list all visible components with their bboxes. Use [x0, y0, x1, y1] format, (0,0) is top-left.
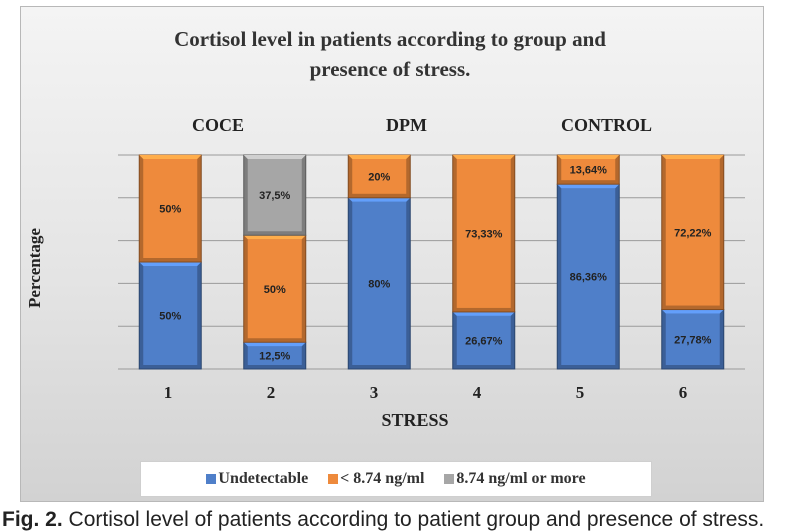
bar-segment-bevel	[661, 155, 724, 159]
group-label-control: CONTROL	[561, 115, 653, 135]
y-axis-label: Percentage	[25, 228, 44, 308]
bar-segment-face	[143, 159, 198, 258]
legend-swatch-orange	[328, 474, 339, 484]
x-tick-label: 6	[678, 383, 688, 402]
bar-segment-bevel	[243, 342, 306, 347]
x-tick-label: 3	[369, 383, 379, 402]
bar-segment-bevel	[348, 197, 411, 202]
chart-title: Cortisol level in patients according to …	[110, 24, 670, 84]
bar-segment-bevel	[557, 155, 620, 159]
chart-title-line-2: presence of stress.	[309, 57, 471, 81]
data-label: 12,5%	[259, 351, 290, 363]
data-label: 86,36%	[570, 272, 608, 284]
chart-title-line-1: Cortisol level in patients according to …	[174, 27, 606, 51]
x-axis-label: STRESS	[381, 410, 449, 430]
bar-segment-face	[247, 239, 302, 339]
data-label: 26,67%	[465, 335, 503, 347]
bar-segment-bevel	[139, 262, 202, 266]
legend-item-low: < 8.74 ng/ml	[328, 470, 424, 488]
bar-segment-face	[247, 159, 302, 232]
data-label: 72,22%	[674, 227, 712, 239]
x-tick-label: 5	[575, 383, 585, 402]
legend-swatch-blue	[206, 474, 217, 484]
legend-label: < 8.74 ng/ml	[340, 470, 425, 487]
bar-segment-face	[143, 266, 198, 365]
x-tick-label: 1	[163, 383, 173, 402]
legend: Undetectable < 8.74 ng/ml 8.74 ng/ml or …	[140, 461, 652, 497]
caption-prefix: Fig. 2.	[2, 508, 63, 531]
data-label: 13,64%	[570, 165, 608, 177]
bar-segment-bevel	[661, 309, 724, 314]
bar-segment-face	[352, 159, 407, 194]
data-label: 50%	[264, 284, 286, 296]
data-label: 27,78%	[674, 334, 712, 346]
bar-segment-face	[561, 188, 616, 365]
data-label: 73,33%	[465, 228, 503, 240]
caption-text: Cortisol level of patients according to …	[68, 508, 765, 531]
bar-segment-face	[665, 159, 720, 306]
bar-segment-bevel	[452, 155, 515, 159]
bar-segment-bevel	[557, 184, 620, 189]
bar-segment-face	[456, 315, 511, 365]
bar-segment-face	[665, 313, 720, 365]
legend-swatch-gray	[444, 474, 455, 484]
data-label: 50%	[159, 311, 181, 323]
bar-segment-face	[352, 201, 407, 365]
figure-caption: Fig. 2. Cortisol level of patients accor…	[2, 508, 786, 531]
bar-segment-face	[247, 346, 302, 365]
bar-segment-bevel	[348, 155, 411, 159]
data-label: 80%	[368, 278, 390, 290]
legend-item-high: 8.74 ng/ml or more	[444, 470, 586, 488]
group-label-dpm: DPM	[386, 115, 427, 135]
data-label: 50%	[159, 204, 181, 216]
bar-segment-bevel	[452, 311, 515, 316]
bar-segment-bevel	[243, 235, 306, 240]
bar-segment-bevel	[243, 155, 306, 159]
legend-item-undetectable: Undetectable	[206, 470, 308, 488]
x-tick-label: 4	[472, 383, 482, 402]
bar-segment-face	[456, 159, 511, 308]
legend-label: Undetectable	[218, 470, 309, 487]
data-label: 20%	[368, 171, 390, 183]
x-tick-label: 2	[266, 383, 276, 402]
data-label: 37,5%	[259, 190, 290, 202]
bar-segment-bevel	[139, 155, 202, 159]
bar-segment-face	[561, 159, 616, 181]
group-label-coce: COCE	[192, 115, 245, 135]
legend-label: 8.74 ng/ml or more	[456, 470, 586, 487]
